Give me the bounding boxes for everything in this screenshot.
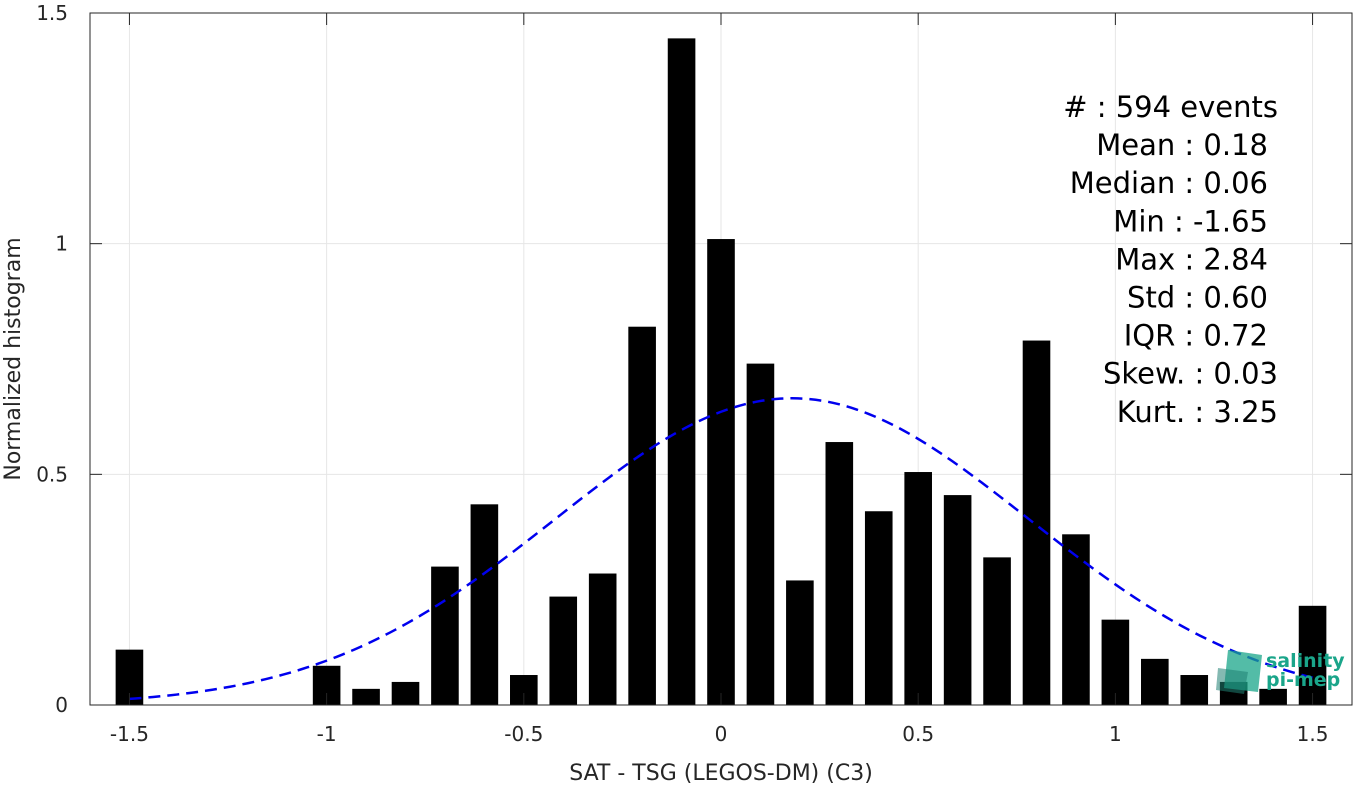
x-tick-label: 0.5 (902, 722, 934, 746)
x-tick-labels: -1.5 -1 -0.5 0 0.5 1 1.5 (110, 722, 1329, 746)
histogram-bar (391, 681, 420, 705)
axis-ticks (90, 12, 1352, 706)
y-tick-label: 1.5 (36, 1, 68, 25)
gaussian-fit-curve (129, 397, 1313, 701)
histogram-bar (1022, 340, 1051, 705)
stat-line: IQR : 0.72 (1124, 319, 1268, 353)
x-tick-label: -1.5 (110, 722, 149, 746)
salinity-pi-mep-logo: salinity pi-mep (1216, 650, 1345, 694)
logo-line1: salinity (1266, 650, 1345, 672)
histogram-bar (470, 504, 499, 705)
histogram-bar (628, 326, 656, 705)
histogram-bar (983, 557, 1011, 705)
logo-mark-shadow-icon (1216, 668, 1248, 694)
histogram-bar (1101, 619, 1130, 705)
y-axis-label: Normalized histogram (1, 237, 26, 480)
histogram-bar (431, 566, 459, 705)
histogram-bar (549, 596, 578, 705)
logo-line2: pi-mep (1266, 669, 1340, 691)
histogram-bar (1141, 658, 1169, 705)
stat-line: Mean : 0.18 (1096, 128, 1268, 162)
stat-line: Max : 2.84 (1115, 242, 1268, 276)
histogram-bar (1259, 688, 1287, 705)
histogram-bar (825, 442, 854, 705)
histogram-bar (1062, 534, 1090, 705)
histogram-bar (352, 688, 380, 705)
stat-line: Kurt. : 3.25 (1117, 395, 1278, 429)
histogram-bar (707, 239, 735, 705)
stat-line: Skew. : 0.03 (1103, 357, 1278, 391)
histogram-bar (943, 495, 972, 705)
histogram-bar (864, 511, 893, 705)
stat-line: Median : 0.06 (1070, 166, 1268, 200)
stat-line: Std : 0.60 (1127, 281, 1268, 315)
histogram-bar (904, 472, 932, 705)
x-axis-label: SAT - TSG (LEGOS-DM) (C3) (569, 761, 873, 785)
x-tick-label: 1.5 (1297, 722, 1329, 746)
histogram-bar (746, 363, 775, 705)
y-tick-label: 0.5 (36, 462, 68, 486)
x-tick-label: 0 (715, 722, 728, 746)
histogram-bar (1180, 675, 1209, 705)
stat-line: # : 594 events (1063, 90, 1278, 124)
y-tick-label: 0 (55, 693, 68, 717)
x-tick-label: -0.5 (504, 722, 543, 746)
histogram-bar (1298, 605, 1327, 705)
bars (115, 38, 1327, 705)
y-tick-labels: 0 0.5 1 1.5 (36, 1, 68, 717)
histogram-bar (786, 580, 814, 705)
stats-box: # : 594 events Mean : 0.18 Median : 0.06 Mi… (1063, 90, 1278, 429)
y-tick-label: 1 (55, 232, 68, 256)
histogram-bar (588, 573, 617, 705)
x-tick-label: 1 (1109, 722, 1122, 746)
x-tick-label: -1 (317, 722, 337, 746)
stat-line: Min : -1.65 (1113, 204, 1268, 238)
histogram-bar (667, 38, 696, 705)
